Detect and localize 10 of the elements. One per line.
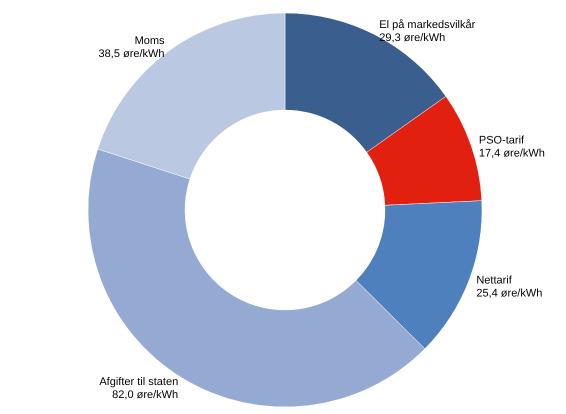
data-label: 82,0 øre/kWh (112, 388, 178, 401)
slice-label: Afgifter til staten (99, 376, 178, 388)
slice-label: El på markedsvilkår (379, 18, 476, 31)
slice-label: PSO-tarif (478, 134, 526, 146)
data-label: 38,5 øre/kWh (98, 48, 165, 60)
data-label: 25,4 øre/kWh (476, 288, 542, 300)
slice-label: Moms (134, 35, 166, 48)
data-label: 17,4 øre/kWh (478, 147, 545, 160)
slice-label: Nettarif (476, 274, 513, 287)
data-label: 29,3 øre/kWh (379, 32, 446, 44)
